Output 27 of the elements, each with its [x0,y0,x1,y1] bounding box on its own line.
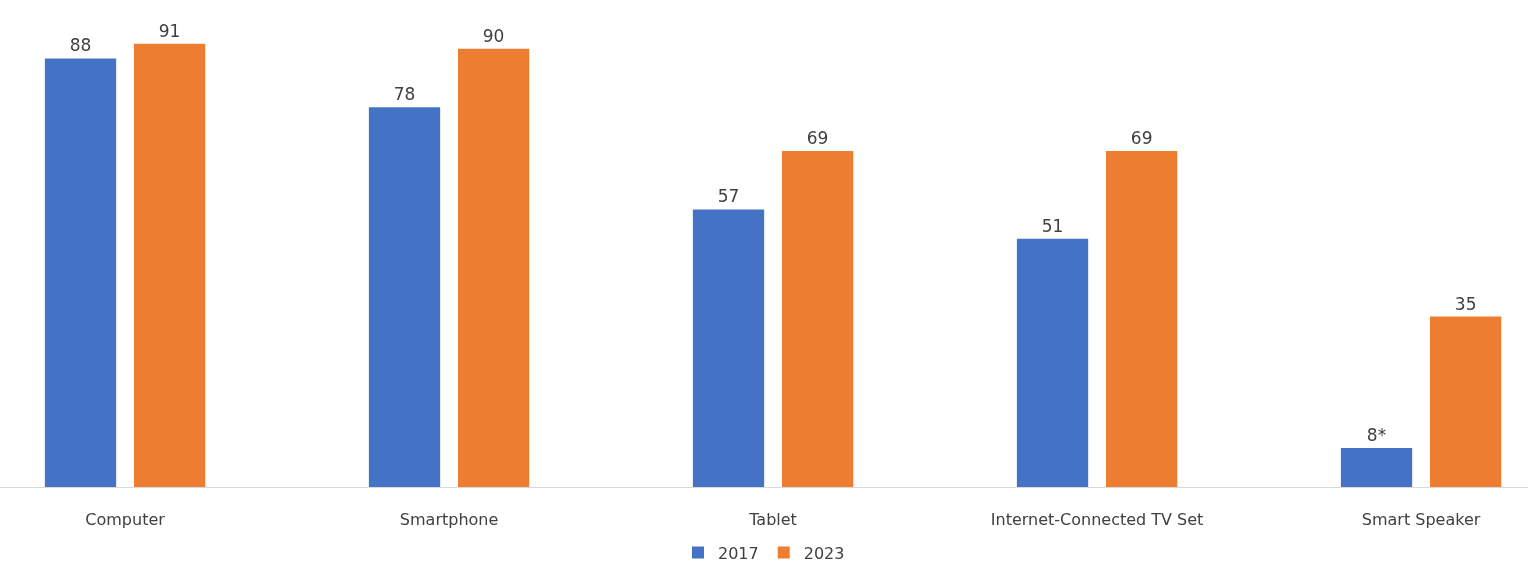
bar [692,209,765,487]
x-tick-label: Tablet [748,510,797,530]
x-tick-label: Internet-Connected TV Set [990,510,1204,530]
data-label: 78 [393,84,416,105]
data-label: 8* [1366,425,1387,446]
data-label: 69 [806,127,829,148]
bar [1340,448,1413,487]
data-label: 90 [482,25,505,46]
bar [133,43,206,487]
legend-label: 2017 [718,543,759,563]
legend-label: 2023 [803,543,845,563]
bar [44,58,117,487]
bar [1105,150,1178,487]
bar [781,150,854,487]
x-tick-label: Smartphone [399,510,499,530]
bar [1429,316,1502,487]
bar [1016,238,1089,487]
x-tick-label: Smart Speaker [1361,510,1481,530]
data-label: 35 [1454,293,1477,314]
data-label: 69 [1130,127,1153,148]
data-label: 57 [717,186,740,207]
data-label: 51 [1041,215,1064,236]
data-label: 91 [158,20,181,41]
bar [457,48,530,487]
bar [368,107,441,487]
data-label: 88 [69,35,92,56]
x-tick-label: Computer [85,510,166,530]
